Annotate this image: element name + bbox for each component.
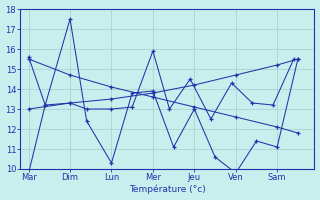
X-axis label: Température (°c): Température (°c) [129, 185, 206, 194]
